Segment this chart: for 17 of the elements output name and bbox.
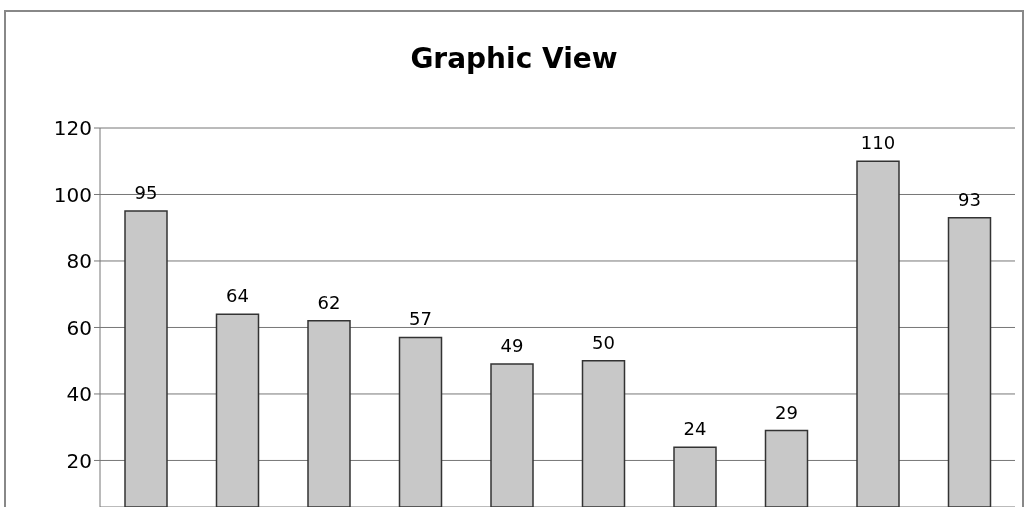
y-tick-label: 40 <box>66 382 92 407</box>
data-label: 110 <box>860 132 896 154</box>
data-label: 24 <box>683 418 707 440</box>
data-label: 93 <box>958 188 981 210</box>
data-label: 57 <box>409 308 432 330</box>
data-label: 64 <box>226 285 249 307</box>
y-tick-label: 120 <box>53 116 92 141</box>
y-tick-label: 100 <box>53 182 92 207</box>
data-label: 95 <box>134 182 158 204</box>
y-tick-label: 80 <box>66 249 92 274</box>
data-label: 49 <box>500 335 524 357</box>
data-label: 50 <box>592 331 615 353</box>
data-label: 29 <box>775 401 798 423</box>
data-label: 62 <box>317 291 341 313</box>
chart-title: Graphic View <box>409 42 619 75</box>
y-tick-label: 20 <box>66 448 92 473</box>
y-tick-label: 60 <box>66 315 92 340</box>
